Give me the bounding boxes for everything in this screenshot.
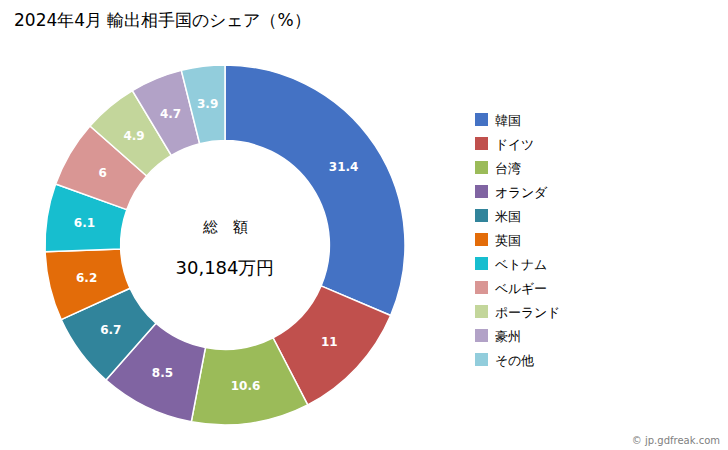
data-label: 6	[98, 166, 106, 180]
data-label: 4.9	[123, 129, 144, 143]
data-label: 11	[321, 335, 338, 349]
data-label: 10.6	[231, 379, 261, 393]
legend-item: 英国	[475, 233, 521, 248]
legend-item: 豪州	[475, 329, 521, 344]
legend-label: 英国	[495, 233, 521, 248]
legend-item: ベルギー	[475, 281, 547, 296]
legend-item: ポーランド	[475, 305, 560, 320]
legend-label: ベルギー	[495, 281, 547, 296]
slice	[181, 65, 225, 144]
legend-item: 米国	[475, 209, 521, 224]
legend-item: その他	[475, 353, 534, 368]
title: 2024年4月 輸出相手国のシェア（%）	[14, 10, 311, 30]
legend-label: 台湾	[495, 161, 521, 176]
slice	[45, 249, 130, 320]
slice	[56, 126, 147, 210]
legend-item: 台湾	[475, 161, 521, 176]
chart: 2024年4月 輸出相手国のシェア（%） 31.4 11 10.6 8.5 6.7 6.2 6…	[0, 0, 728, 450]
legend-label: ポーランド	[495, 305, 560, 320]
data-label: 6.2	[76, 271, 97, 285]
data-label: 6.1	[74, 216, 95, 230]
legend-swatch	[475, 209, 488, 222]
legend-label: 米国	[495, 209, 521, 224]
legend-swatch	[475, 257, 488, 270]
legend: 韓国ドイツ台湾オランダ米国英国ベトナムベルギーポーランド豪州その他	[475, 113, 560, 368]
center-label: 総 額	[202, 218, 248, 236]
legend-swatch	[475, 233, 488, 246]
data-label: 31.4	[329, 160, 359, 174]
legend-swatch	[475, 161, 488, 174]
legend-item: 韓国	[475, 113, 521, 128]
legend-swatch	[475, 353, 488, 366]
data-label: 4.7	[160, 107, 181, 121]
legend-swatch	[475, 113, 488, 126]
legend-label: 韓国	[495, 113, 521, 128]
data-labels: 31.4 11 10.6 8.5 6.7 6.2 6.1 6 4.9 4.7 3.9	[74, 97, 359, 393]
legend-label: その他	[495, 353, 534, 368]
legend-label: 豪州	[495, 329, 521, 344]
legend-swatch	[475, 329, 488, 342]
legend-item: ベトナム	[475, 257, 547, 272]
legend-label: ドイツ	[495, 137, 534, 152]
data-label: 6.7	[100, 323, 121, 337]
data-label: 3.9	[197, 97, 218, 111]
legend-swatch	[475, 137, 488, 150]
legend-swatch	[475, 281, 488, 294]
donut	[45, 65, 405, 425]
slice	[191, 338, 307, 425]
legend-label: ベトナム	[495, 257, 547, 272]
watermark: © jp.gdfreak.com	[632, 435, 720, 446]
legend-item: オランダ	[475, 185, 548, 200]
data-label: 8.5	[152, 366, 173, 380]
legend-swatch	[475, 185, 488, 198]
legend-label: オランダ	[495, 185, 548, 200]
legend-swatch	[475, 305, 488, 318]
center-label: 30,184万円	[176, 257, 275, 278]
slice	[225, 65, 405, 315]
legend-item: ドイツ	[475, 137, 534, 152]
